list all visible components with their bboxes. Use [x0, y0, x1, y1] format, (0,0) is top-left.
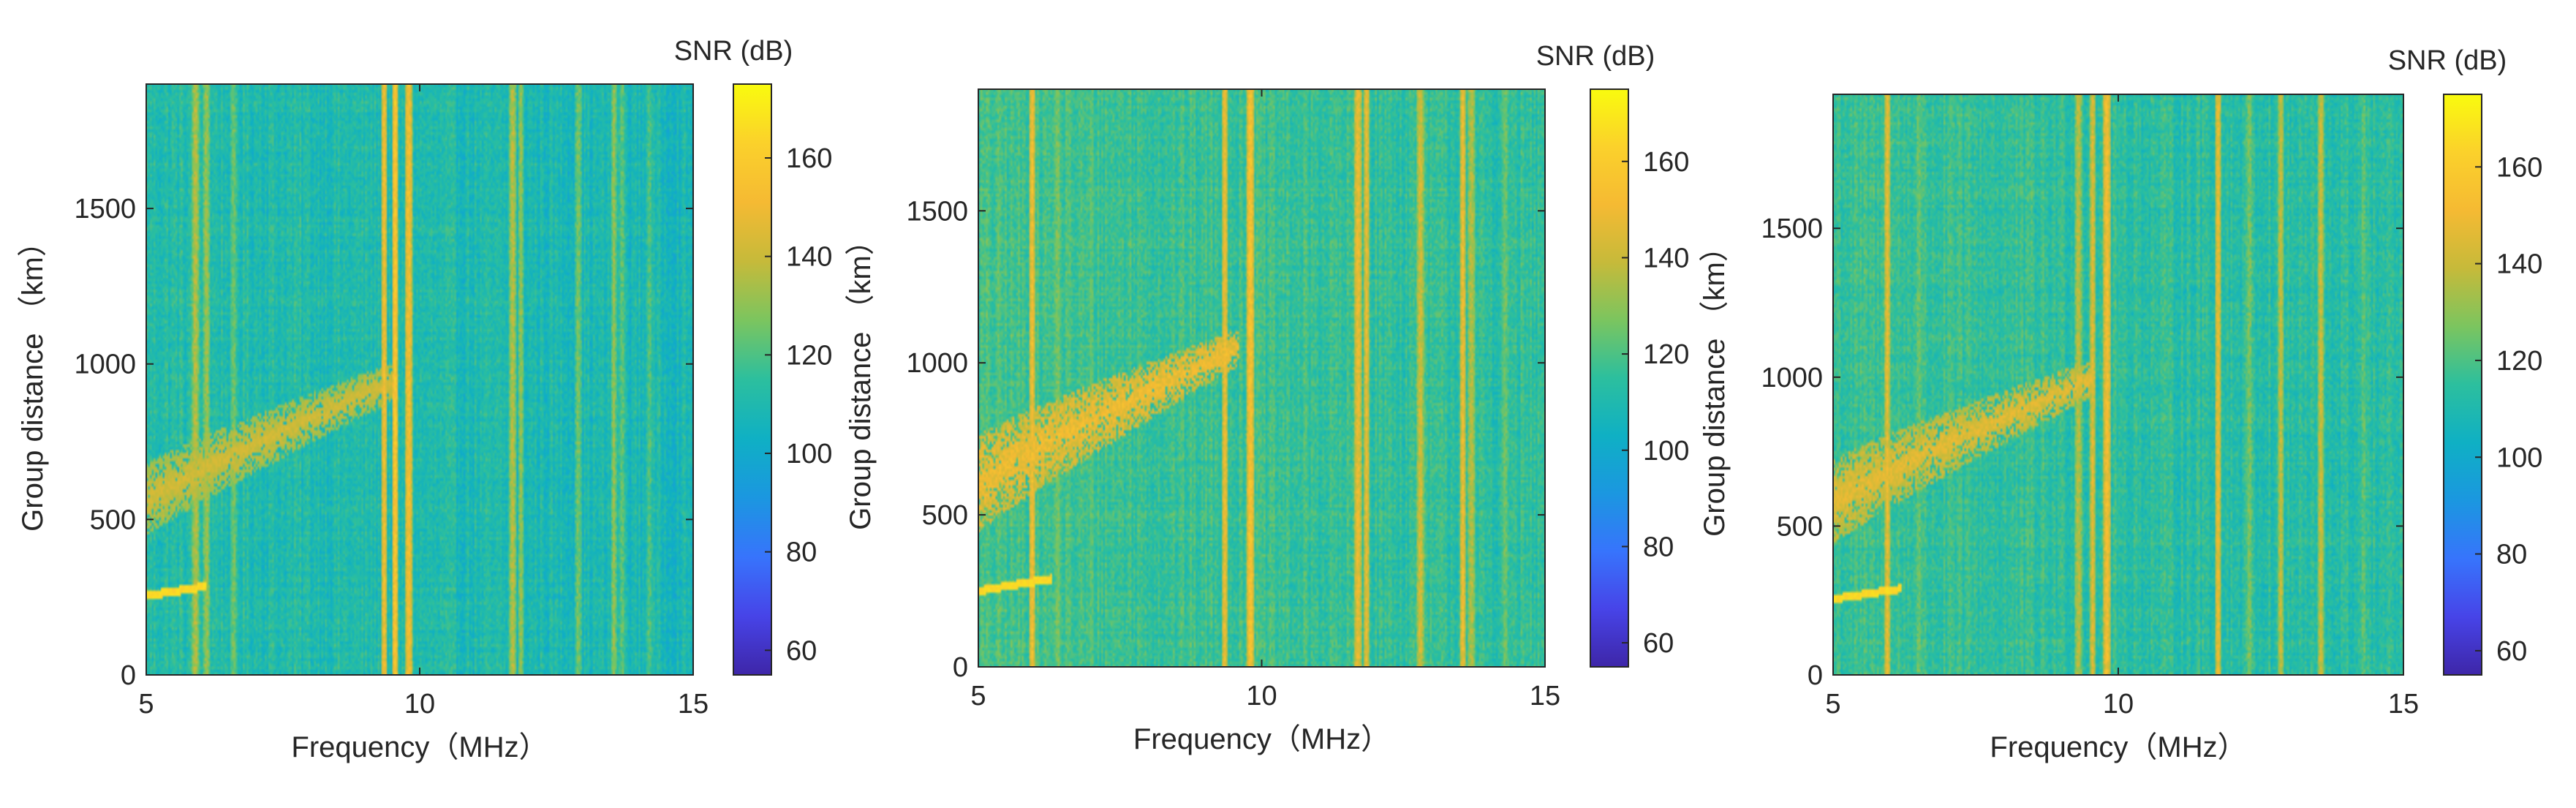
y-tick-label: 1000: [906, 348, 968, 379]
x-axis-title: Frequency（MHz）: [1133, 723, 1390, 755]
colorbar: [2443, 94, 2482, 676]
x-tick-label: 15: [1530, 681, 1560, 711]
colorbar: [1590, 88, 1629, 668]
x-tick-label: 10: [404, 689, 435, 720]
colorbar-tick-label: 160: [786, 143, 832, 174]
y-tick-label: 1000: [74, 350, 136, 380]
colorbar-tick-label: 60: [1643, 628, 1674, 659]
colorbar-tick-label: 80: [2496, 540, 2527, 570]
y-tick-label: 1500: [74, 194, 136, 224]
y-axis-title: Group distance （km）: [1699, 233, 1731, 537]
x-tick-label: 5: [970, 681, 986, 711]
y-tick-label: 1500: [906, 196, 968, 227]
colorbar-tick-label: 140: [1643, 243, 1689, 273]
colorbar-label: SNR (dB): [2388, 45, 2507, 76]
colorbar-label: SNR (dB): [674, 36, 793, 67]
colorbar-tick-label: 160: [1643, 147, 1689, 178]
heatmap-raster-1: [146, 84, 693, 675]
x-tick-label: 10: [1246, 681, 1277, 711]
heatmap-raster-3: [1833, 94, 2403, 675]
y-axis-title: Group distance （km）: [17, 227, 49, 532]
colorbar-tick-label: 60: [786, 635, 817, 666]
y-tick-label: 0: [953, 652, 968, 683]
colorbar: [733, 83, 772, 676]
colorbar-tick-label: 140: [2496, 249, 2542, 280]
heatmap-raster-2: [978, 89, 1545, 667]
colorbar-tick-label: 120: [1643, 339, 1689, 370]
x-tick-label: 15: [2388, 689, 2419, 720]
x-tick-label: 10: [2103, 689, 2134, 720]
x-tick-label: 15: [678, 689, 709, 720]
x-tick-label: 5: [1825, 689, 1840, 720]
y-axis-title: Group distance （km）: [845, 226, 877, 530]
panel-2: 5 10 15 0 500 1000 1500 Frequency（MHz） Group dis…: [845, 41, 1689, 755]
panel-3: 5 10 15 0 500 1000 1500 Frequency（MHz） Group dis…: [1699, 45, 2542, 763]
colorbar-tick-label: 160: [2496, 152, 2542, 183]
colorbar-tick-label: 60: [2496, 636, 2527, 667]
colorbar-tick-label: 100: [2496, 442, 2542, 473]
y-tick-label: 500: [90, 505, 136, 535]
colorbar-tick-label: 100: [1643, 436, 1689, 467]
y-tick-label: 500: [922, 500, 968, 531]
colorbar-label: SNR (dB): [1536, 41, 1655, 72]
y-tick-label: 0: [121, 660, 136, 691]
x-axis-title: Frequency（MHz）: [291, 731, 548, 763]
y-tick-label: 1500: [1761, 214, 1823, 244]
x-tick-label: 5: [138, 689, 154, 720]
colorbar-tick-label: 80: [1643, 532, 1674, 562]
colorbar-tick-label: 140: [786, 242, 832, 273]
colorbar-tick-label: 100: [786, 439, 832, 469]
colorbar-tick-label: 120: [786, 340, 832, 371]
y-tick-label: 500: [1777, 511, 1823, 542]
panel-1: 5 10 15 0 500 1000 1500 Frequency（MHz） Group dis…: [17, 36, 832, 763]
x-axis-title: Frequency（MHz）: [1990, 731, 2246, 763]
colorbar-tick-label: 80: [786, 537, 817, 568]
y-tick-label: 1000: [1761, 363, 1823, 393]
colorbar-tick-label: 120: [2496, 346, 2542, 377]
y-tick-label: 0: [1808, 660, 1823, 691]
